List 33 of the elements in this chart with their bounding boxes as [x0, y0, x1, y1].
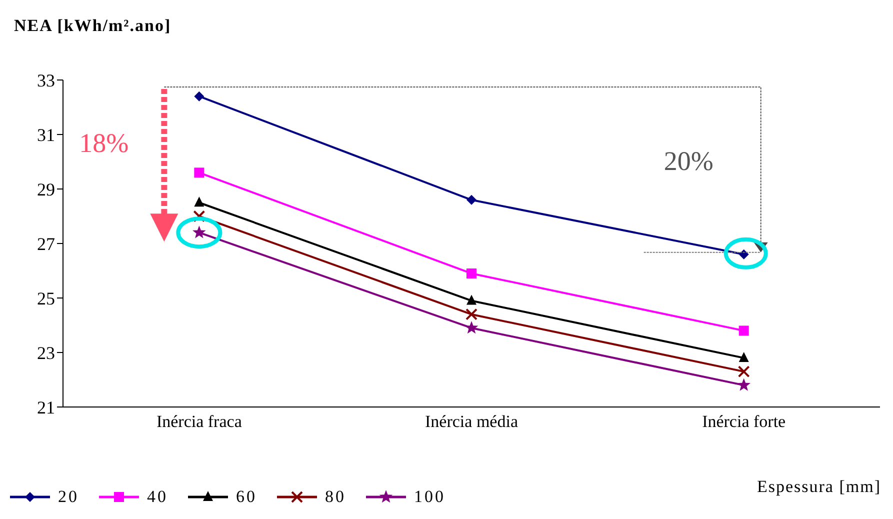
- point: [194, 168, 204, 178]
- point: [738, 249, 749, 260]
- legend-label: 80: [325, 487, 346, 507]
- point: [194, 196, 204, 207]
- point: [193, 210, 206, 222]
- y-tick-label: 21: [37, 397, 55, 418]
- point: [466, 294, 476, 305]
- x-tick-label: Inércia forte: [702, 412, 786, 432]
- point: [466, 268, 476, 278]
- y-tick-label: 33: [37, 70, 55, 90]
- y-axis-title: NEA [kWh/m².ano]: [14, 16, 172, 36]
- point: [737, 378, 750, 391]
- y-tick-label: 27: [37, 234, 55, 254]
- point: [738, 366, 750, 378]
- legend-label: 20: [58, 487, 79, 507]
- y-tick-label: 31: [37, 124, 55, 145]
- point: [466, 308, 478, 320]
- point: [194, 91, 204, 102]
- point: [738, 326, 749, 336]
- annotation: 20%: [664, 146, 714, 177]
- point: [464, 320, 478, 334]
- legend-label: 100: [414, 487, 446, 507]
- y-tick-label: 25: [37, 288, 55, 308]
- point: [466, 194, 476, 205]
- x-tick-label: Inércia fraca: [156, 412, 242, 432]
- legend-label: 60: [236, 487, 257, 507]
- legend-label: 40: [147, 487, 168, 507]
- annotation: 18%: [79, 128, 129, 159]
- y-tick-label: 29: [37, 179, 55, 200]
- x-tick-label: Inércia média: [425, 412, 518, 432]
- y-tick-label: 23: [37, 342, 55, 363]
- point: [738, 352, 749, 362]
- legend-title: Espessura [mm]: [756, 477, 881, 497]
